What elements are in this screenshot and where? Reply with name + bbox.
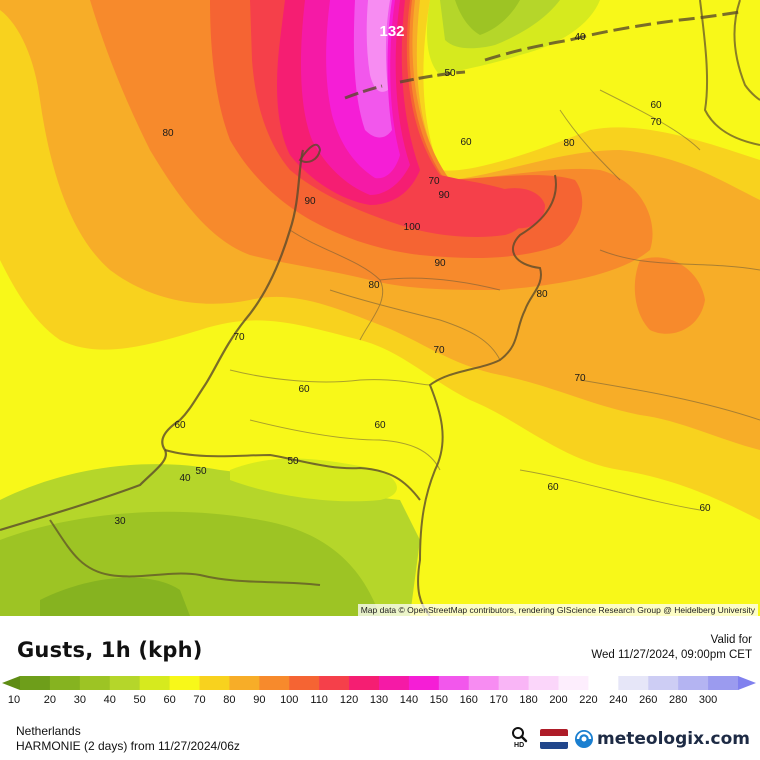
scale-tick-label: 240	[609, 694, 627, 706]
scale-swatch	[678, 676, 709, 690]
contour-label: 90	[434, 258, 446, 269]
scale-tick-label: 50	[134, 694, 146, 706]
meteologix-logo-icon	[575, 730, 594, 748]
scale-tick-label: 170	[489, 694, 507, 706]
contour-label: 60	[298, 384, 310, 395]
map-title: Gusts, 1h (kph)	[17, 638, 203, 662]
scale-tick-label: 10	[8, 694, 20, 706]
contour-label: 70	[433, 345, 445, 356]
contour-label: 80	[563, 138, 575, 149]
contour-label: 50	[195, 466, 207, 477]
valid-time: Wed 11/27/2024, 09:00pm CET	[591, 649, 752, 661]
contour-label: 60	[460, 137, 472, 148]
scale-tick-label: 120	[340, 694, 358, 706]
scale-tick-label: 40	[104, 694, 116, 706]
scale-swatch	[498, 676, 530, 690]
scale-tick-label: 140	[400, 694, 418, 706]
valid-for-label: Valid for	[710, 634, 752, 646]
contour-label: 70	[428, 176, 440, 187]
contour-label: 60	[374, 420, 386, 431]
scale-tick-label: 90	[253, 694, 265, 706]
contour-label: 60	[699, 503, 711, 514]
scale-tick-label: 180	[519, 694, 537, 706]
scale-tick-label: 160	[460, 694, 478, 706]
scale-swatch	[49, 676, 81, 690]
scale-start-arrow	[2, 676, 20, 690]
gust-map-canvas: 132 40 50 60 70 80 80 60 70 90 90 100 90…	[0, 0, 760, 616]
scale-swatch	[349, 676, 380, 690]
logo-area: HD meteologix.com	[510, 726, 750, 752]
scale-swatch	[20, 676, 51, 690]
scale-swatch	[618, 676, 649, 690]
scale-tick-label: 110	[310, 694, 328, 706]
contour-label: 30	[114, 516, 126, 527]
region-label: Netherlands	[16, 724, 81, 738]
contour-label: 70	[233, 332, 245, 343]
scale-swatch	[438, 676, 470, 690]
contour-label: 90	[304, 196, 316, 207]
contour-label: 100	[404, 222, 421, 233]
scale-tick-label: 260	[639, 694, 657, 706]
scale-swatch	[528, 676, 560, 690]
brand-name: meteologix.com	[597, 729, 750, 749]
hd-label: HD	[514, 742, 525, 749]
scale-tick-label: 70	[193, 694, 205, 706]
scale-swatch	[588, 676, 619, 690]
scale-tick-label: 200	[549, 694, 567, 706]
scale-swatch	[289, 676, 320, 690]
scale-swatch	[379, 676, 410, 690]
scale-swatch	[408, 676, 440, 690]
legend-panel: Gusts, 1h (kph) Valid for Wed 11/27/2024…	[0, 616, 760, 760]
contour-label: 80	[536, 289, 548, 300]
scale-tick-label: 280	[669, 694, 687, 706]
scale-swatch	[558, 676, 590, 690]
contour-label: 50	[287, 456, 299, 467]
color-scale: 10 20 30 40 50 60 70 80 90 100 110 120 130 140 150 160 1…	[2, 676, 756, 706]
scale-swatch	[648, 676, 679, 690]
contour-label: 90	[438, 190, 450, 201]
scale-tick-label: 300	[699, 694, 717, 706]
scale-swatch	[229, 676, 260, 690]
scale-end-arrow	[738, 676, 756, 690]
scale-tick-label: 30	[74, 694, 86, 706]
gust-map[interactable]: 132 40 50 60 70 80 80 60 70 90 90 100 90…	[0, 0, 760, 616]
contour-label: 60	[547, 482, 559, 493]
contour-label: 70	[574, 373, 586, 384]
model-run-label: HARMONIE (2 days) from 11/27/2024/06z	[16, 739, 240, 753]
scale-swatch	[79, 676, 111, 690]
scale-tick-label: 150	[430, 694, 448, 706]
contour-label: 40	[179, 473, 191, 484]
scale-swatch	[319, 676, 350, 690]
scale-swatch	[169, 676, 201, 690]
scale-tick-label: 60	[163, 694, 175, 706]
contour-label: 70	[650, 117, 662, 128]
scale-swatch	[708, 676, 739, 690]
contour-label: 80	[368, 280, 380, 291]
scale-swatch	[139, 676, 171, 690]
scale-swatch	[199, 676, 231, 690]
contour-label: 60	[174, 420, 186, 431]
search-icon	[512, 727, 528, 743]
scale-swatch	[468, 676, 500, 690]
max-gust-label: 132	[379, 23, 404, 40]
scale-tick-label: 220	[579, 694, 597, 706]
contour-label: 80	[162, 128, 174, 139]
scale-tick-label: 130	[370, 694, 388, 706]
map-attribution[interactable]: Map data © OpenStreetMap contributors, r…	[357, 604, 758, 616]
meteologix-logo[interactable]: meteologix.com	[574, 729, 750, 749]
scale-swatch	[259, 676, 290, 690]
contour-label: 40	[574, 32, 586, 43]
scale-tick-label: 20	[44, 694, 56, 706]
scale-tick-label: 100	[280, 694, 298, 706]
netherlands-flag-icon[interactable]	[540, 729, 569, 749]
scale-swatch	[109, 676, 141, 690]
contour-label: 60	[650, 100, 662, 111]
hd-zoom-button[interactable]: HD	[510, 726, 534, 752]
contour-label: 50	[444, 68, 456, 79]
scale-tick-label: 80	[223, 694, 235, 706]
